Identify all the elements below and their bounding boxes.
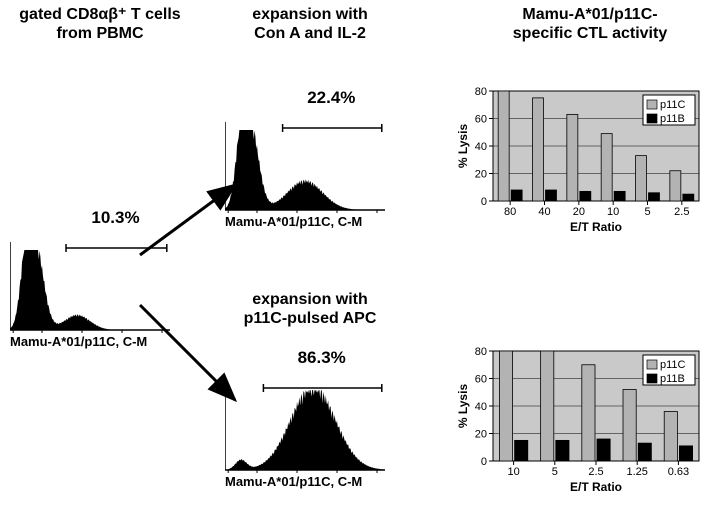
histogram-x-axis-label: Mamu-A*01/p11C, C-M <box>225 474 385 489</box>
svg-text:% Lysis: % Lysis <box>456 384 470 429</box>
svg-text:80: 80 <box>475 86 487 98</box>
svg-text:0: 0 <box>481 196 487 208</box>
svg-text:E/T Ratio: E/T Ratio <box>570 480 622 494</box>
svg-text:2.5: 2.5 <box>674 206 689 218</box>
svg-text:20: 20 <box>573 206 585 218</box>
svg-text:40: 40 <box>475 141 487 153</box>
histogram-percent: 86.3% <box>298 348 346 368</box>
histogram-pbmc: 10.3%Mamu-A*01/p11C, C-M <box>10 230 170 370</box>
svg-text:p11C: p11C <box>660 99 686 111</box>
svg-text:20: 20 <box>475 429 487 441</box>
histogram-p11c-apc: 86.3%Mamu-A*01/p11C, C-M <box>225 370 385 510</box>
svg-text:20: 20 <box>475 169 487 181</box>
svg-text:80: 80 <box>475 346 487 358</box>
bar-chart-top: 0 20 40 60 80 80 40 20 10 5 2.5 E/T Ratio % Lysis p11… <box>455 85 705 235</box>
svg-text:40: 40 <box>538 206 550 218</box>
svg-text:5: 5 <box>552 466 558 478</box>
histogram-x-axis-label: Mamu-A*01/p11C, C-M <box>10 334 170 349</box>
svg-text:2.5: 2.5 <box>588 466 603 478</box>
title-middle-bottom: expansion withp11C-pulsed APC <box>210 290 410 328</box>
histogram-cona-il2: 22.4%Mamu-A*01/p11C, C-M <box>225 110 385 250</box>
svg-text:60: 60 <box>475 114 487 126</box>
svg-text:p11C: p11C <box>660 359 686 371</box>
svg-text:40: 40 <box>475 401 487 413</box>
svg-text:0.63: 0.63 <box>668 466 689 478</box>
svg-text:5: 5 <box>644 206 650 218</box>
svg-text:E/T Ratio: E/T Ratio <box>570 220 622 234</box>
svg-text:1.25: 1.25 <box>626 466 647 478</box>
svg-text:% Lysis: % Lysis <box>456 124 470 169</box>
histogram-x-axis-label: Mamu-A*01/p11C, C-M <box>225 214 385 229</box>
svg-text:p11B: p11B <box>660 113 685 125</box>
svg-text:p11B: p11B <box>660 373 685 385</box>
svg-text:10: 10 <box>507 466 519 478</box>
svg-text:60: 60 <box>475 374 487 386</box>
bar-chart-bottom: 0 20 40 60 80 10 5 2.5 1.25 0.63 E/T Ratio % Lysis p… <box>455 345 705 495</box>
svg-text:80: 80 <box>504 206 516 218</box>
title-left: gated CD8αβ⁺ T cellsfrom PBMC <box>0 5 200 43</box>
title-middle-top: expansion withCon A and IL-2 <box>210 5 410 43</box>
title-right: Mamu-A*01/p11C-specific CTL activity <box>470 5 710 43</box>
histogram-percent: 22.4% <box>307 88 355 108</box>
histogram-percent: 10.3% <box>91 208 139 228</box>
svg-text:0: 0 <box>481 456 487 468</box>
svg-text:10: 10 <box>607 206 619 218</box>
